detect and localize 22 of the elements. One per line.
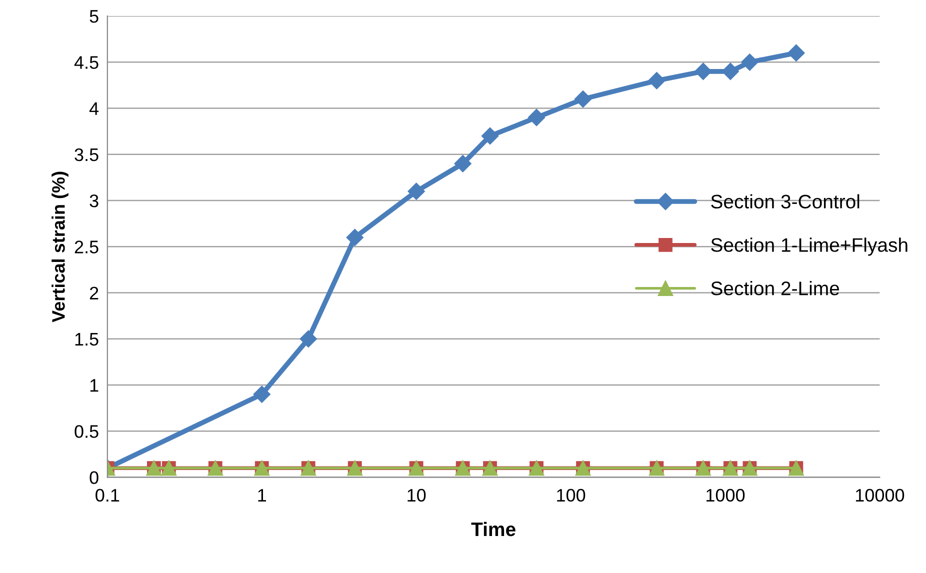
x-tick-label: 1 bbox=[258, 489, 266, 502]
x-axis-title: Time bbox=[471, 522, 516, 536]
y-tick-label: 2.5 bbox=[74, 240, 98, 254]
x-tick-label: 10000 bbox=[856, 488, 904, 502]
y-axis-title: Vertical strain (%) bbox=[52, 172, 68, 322]
x-tick-label: 1000 bbox=[706, 488, 745, 502]
y-tick-label: 3 bbox=[90, 194, 98, 208]
x-tick-label: 100 bbox=[557, 488, 586, 502]
legend-label: Section 3-Control bbox=[711, 194, 860, 208]
legend-label: Section 1-Lime+Flyash bbox=[711, 238, 908, 256]
y-tick-label: 1 bbox=[90, 379, 98, 392]
y-tick-label: 1.5 bbox=[75, 333, 98, 346]
y-tick-label: 4.5 bbox=[74, 56, 98, 69]
y-tick-label: 3.5 bbox=[74, 148, 98, 162]
y-tick-label: 4 bbox=[89, 102, 99, 115]
y-tick-label: 2 bbox=[90, 286, 98, 300]
y-tick-label: 0.5 bbox=[74, 425, 98, 438]
x-tick-label: 10 bbox=[408, 488, 426, 502]
y-tick-label: 5 bbox=[90, 10, 98, 23]
y-tick-label: 0 bbox=[90, 471, 98, 484]
legend-label: Section 2-Lime bbox=[711, 281, 840, 296]
x-tick-label: 0.1 bbox=[96, 488, 120, 502]
